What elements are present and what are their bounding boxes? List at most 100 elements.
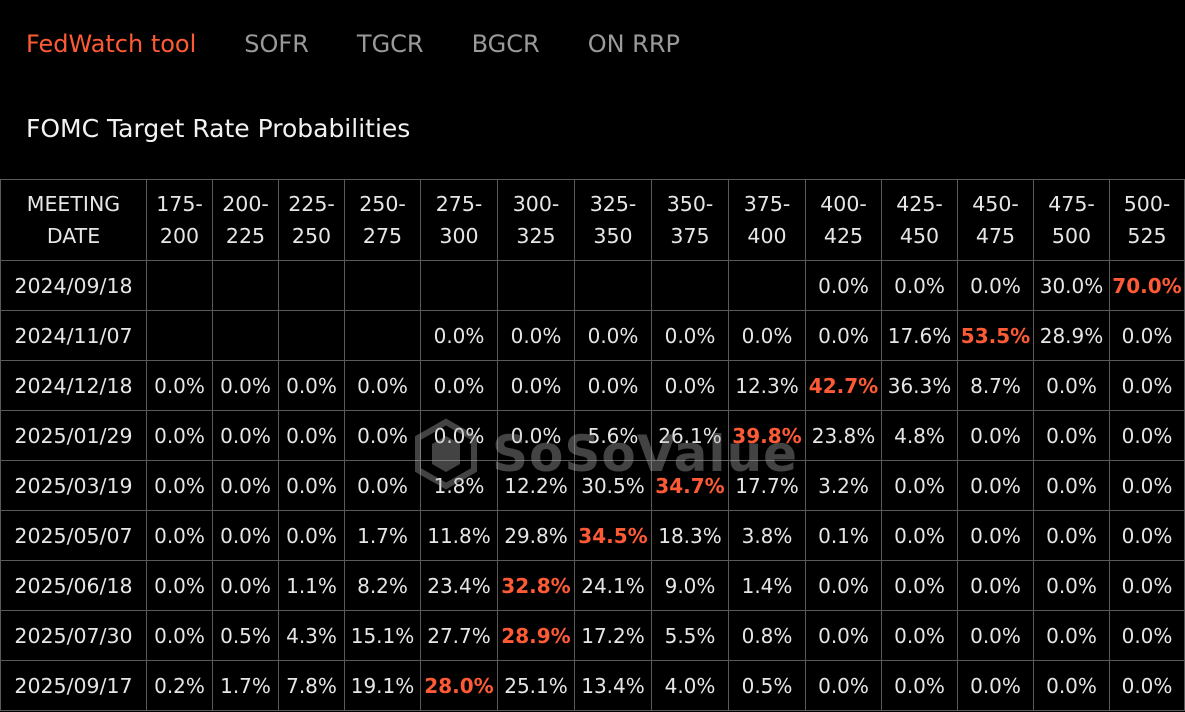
table-row: 2024/12/18 0.0% 0.0% 0.0% 0.0% 0.0% 0.0% 0.0% 0.… <box>0 360 1185 411</box>
probability-cell <box>212 260 279 311</box>
probability-cell: 26.1% <box>651 410 729 461</box>
probability-cell: 13.4% <box>574 660 652 711</box>
probability-cell: 0.0% <box>881 260 958 311</box>
probability-cell: 0.0% <box>1109 560 1185 611</box>
max-probability-cell: 53.5% <box>957 310 1034 361</box>
header-range-low: 500- <box>1123 192 1171 216</box>
max-probability-cell: 39.8% <box>728 410 806 461</box>
max-probability-cell: 70.0% <box>1109 260 1185 311</box>
probability-cell: 0.0% <box>881 610 958 661</box>
probability-cell: 0.0% <box>278 510 345 561</box>
probability-cell: 17.6% <box>881 310 958 361</box>
table-row: 2025/01/29 0.0% 0.0% 0.0% 0.0% 0.0% 0.0% 5.6% 26… <box>0 410 1185 461</box>
probability-cell: 36.3% <box>881 360 958 411</box>
probability-cell: 0.0% <box>1109 460 1185 511</box>
header-meeting-label: MEETING <box>26 192 121 216</box>
header-rate-range: 350- 375 <box>651 179 729 261</box>
header-range-high: 450 <box>899 224 940 248</box>
probability-cell: 0.0% <box>146 410 213 461</box>
meeting-date-cell: 2024/09/18 <box>0 260 147 311</box>
tab-fedwatch-tool[interactable]: FedWatch tool <box>26 30 197 58</box>
probability-cell: 0.0% <box>344 460 421 511</box>
header-range-low: 250- <box>359 192 406 216</box>
probability-cell: 0.0% <box>805 660 882 711</box>
probability-cell: 3.8% <box>728 510 806 561</box>
probability-cell: 0.0% <box>805 560 882 611</box>
probability-cell: 0.0% <box>146 610 213 661</box>
header-range-low: 350- <box>666 192 714 216</box>
probability-cell: 4.8% <box>881 410 958 461</box>
header-date-label: DATE <box>46 224 101 248</box>
probability-cell: 0.0% <box>212 460 279 511</box>
header-range-high: 325 <box>516 224 556 248</box>
probability-cell: 0.0% <box>1033 560 1110 611</box>
probability-cell: 25.1% <box>497 660 575 711</box>
header-range-high: 475 <box>975 224 1016 248</box>
max-probability-cell: 28.0% <box>420 660 498 711</box>
probability-cell: 0.0% <box>881 560 958 611</box>
probability-cell: 9.0% <box>651 560 729 611</box>
header-range-high: 200 <box>159 224 200 248</box>
probability-cell: 0.0% <box>1109 410 1185 461</box>
header-rate-range: 200- 225 <box>212 179 279 261</box>
meeting-date-cell: 2025/05/07 <box>0 510 147 561</box>
header-rate-range: 400- 425 <box>805 179 882 261</box>
probability-cell: 23.4% <box>420 560 498 611</box>
probability-cell: 8.2% <box>344 560 421 611</box>
probability-cell: 0.0% <box>497 310 575 361</box>
probability-cell <box>420 260 498 311</box>
probability-cell: 0.0% <box>805 610 882 661</box>
tab-bgcr[interactable]: BGCR <box>471 30 540 58</box>
probability-cell: 0.0% <box>497 410 575 461</box>
probability-cell: 3.2% <box>805 460 882 511</box>
table-row: 2025/03/19 0.0% 0.0% 0.0% 0.0% 1.8% 12.2% 30.5%… <box>0 460 1185 511</box>
tab-sofr[interactable]: SOFR <box>244 30 309 58</box>
header-rate-range: 325- 350 <box>574 179 652 261</box>
probability-cell <box>497 260 575 311</box>
probability-cell: 1.7% <box>212 660 279 711</box>
header-range-low: 450- <box>972 192 1019 216</box>
probability-cell: 0.0% <box>1033 610 1110 661</box>
header-range-high: 350 <box>593 224 633 248</box>
max-probability-cell: 42.7% <box>805 360 882 411</box>
header-range-high: 525 <box>1127 224 1167 248</box>
probability-cell: 0.0% <box>728 310 806 361</box>
header-range-low: 475- <box>1048 192 1095 216</box>
probability-cell: 0.0% <box>957 610 1034 661</box>
header-range-low: 375- <box>743 192 791 216</box>
probability-cell: 0.0% <box>881 460 958 511</box>
header-rate-range: 425- 450 <box>881 179 958 261</box>
probability-cell <box>344 260 421 311</box>
probability-cell <box>146 310 213 361</box>
probability-cell: 12.3% <box>728 360 806 411</box>
probability-cell: 0.0% <box>805 310 882 361</box>
probability-cell: 0.0% <box>957 460 1034 511</box>
tab-tgcr[interactable]: TGCR <box>356 30 424 58</box>
probability-cell: 0.0% <box>1109 660 1185 711</box>
probability-cell <box>212 310 279 361</box>
header-range-low: 175- <box>156 192 203 216</box>
max-probability-cell: 32.8% <box>497 560 575 611</box>
header-rate-range: 450- 475 <box>957 179 1034 261</box>
header-range-low: 325- <box>589 192 637 216</box>
page-title: FOMC Target Rate Probabilities <box>26 114 411 143</box>
probability-cell: 0.0% <box>574 360 652 411</box>
header-range-high: 500 <box>1051 224 1092 248</box>
probability-cell: 0.0% <box>881 660 958 711</box>
probability-cell: 0.0% <box>278 410 345 461</box>
tab-on-rrp[interactable]: ON RRP <box>587 30 680 58</box>
table-row: 2024/09/18 0.0% 0.0% 0.0% 30.0% 70.0% <box>0 260 1185 311</box>
probability-cell: 0.5% <box>212 610 279 661</box>
meeting-date-cell: 2025/01/29 <box>0 410 147 461</box>
probability-cell: 29.8% <box>497 510 575 561</box>
meeting-date-cell: 2025/03/19 <box>0 460 147 511</box>
meeting-date-cell: 2024/12/18 <box>0 360 147 411</box>
probability-cell: 0.0% <box>146 510 213 561</box>
max-probability-cell: 34.7% <box>651 460 729 511</box>
probability-cell: 1.8% <box>420 460 498 511</box>
probability-cell <box>728 260 806 311</box>
probability-cell: 0.0% <box>651 360 729 411</box>
header-range-high: 425 <box>823 224 864 248</box>
probability-cell: 19.1% <box>344 660 421 711</box>
header-meeting-date: MEETING DATE <box>0 179 147 261</box>
